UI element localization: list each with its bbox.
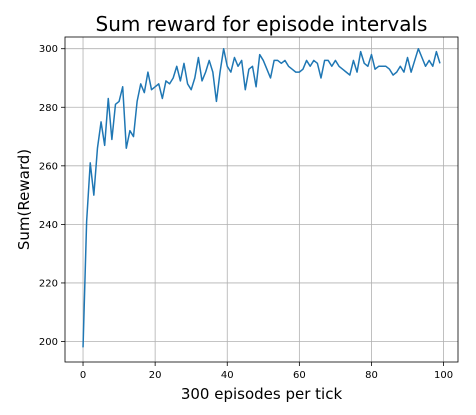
series-layer	[82, 47, 441, 348]
x-tick-label: 60	[293, 370, 306, 381]
x-tick-label: 100	[434, 370, 453, 381]
chart-title: Sum reward for episode intervals	[96, 12, 428, 36]
y-tick-label: 300	[39, 44, 58, 55]
y-tick-label: 260	[39, 161, 58, 172]
x-axis-label: 300 episodes per tick	[181, 385, 343, 403]
y-tick-label: 200	[39, 337, 58, 348]
ticks: 0 20 40 60 80 100 200 220 240 260 280 300	[39, 44, 453, 381]
x-tick-label: 80	[365, 370, 378, 381]
x-tick-label: 0	[80, 370, 86, 381]
x-tick-label: 40	[221, 370, 234, 381]
series-line	[82, 47, 441, 348]
x-tick-label: 20	[149, 370, 162, 381]
axes-frame	[64, 36, 459, 363]
grid	[65, 37, 458, 362]
y-tick-label: 280	[39, 103, 58, 114]
y-axis-label: Sum(Reward)	[15, 149, 33, 250]
y-tick-label: 220	[39, 278, 58, 289]
y-tick-label: 240	[39, 220, 58, 231]
